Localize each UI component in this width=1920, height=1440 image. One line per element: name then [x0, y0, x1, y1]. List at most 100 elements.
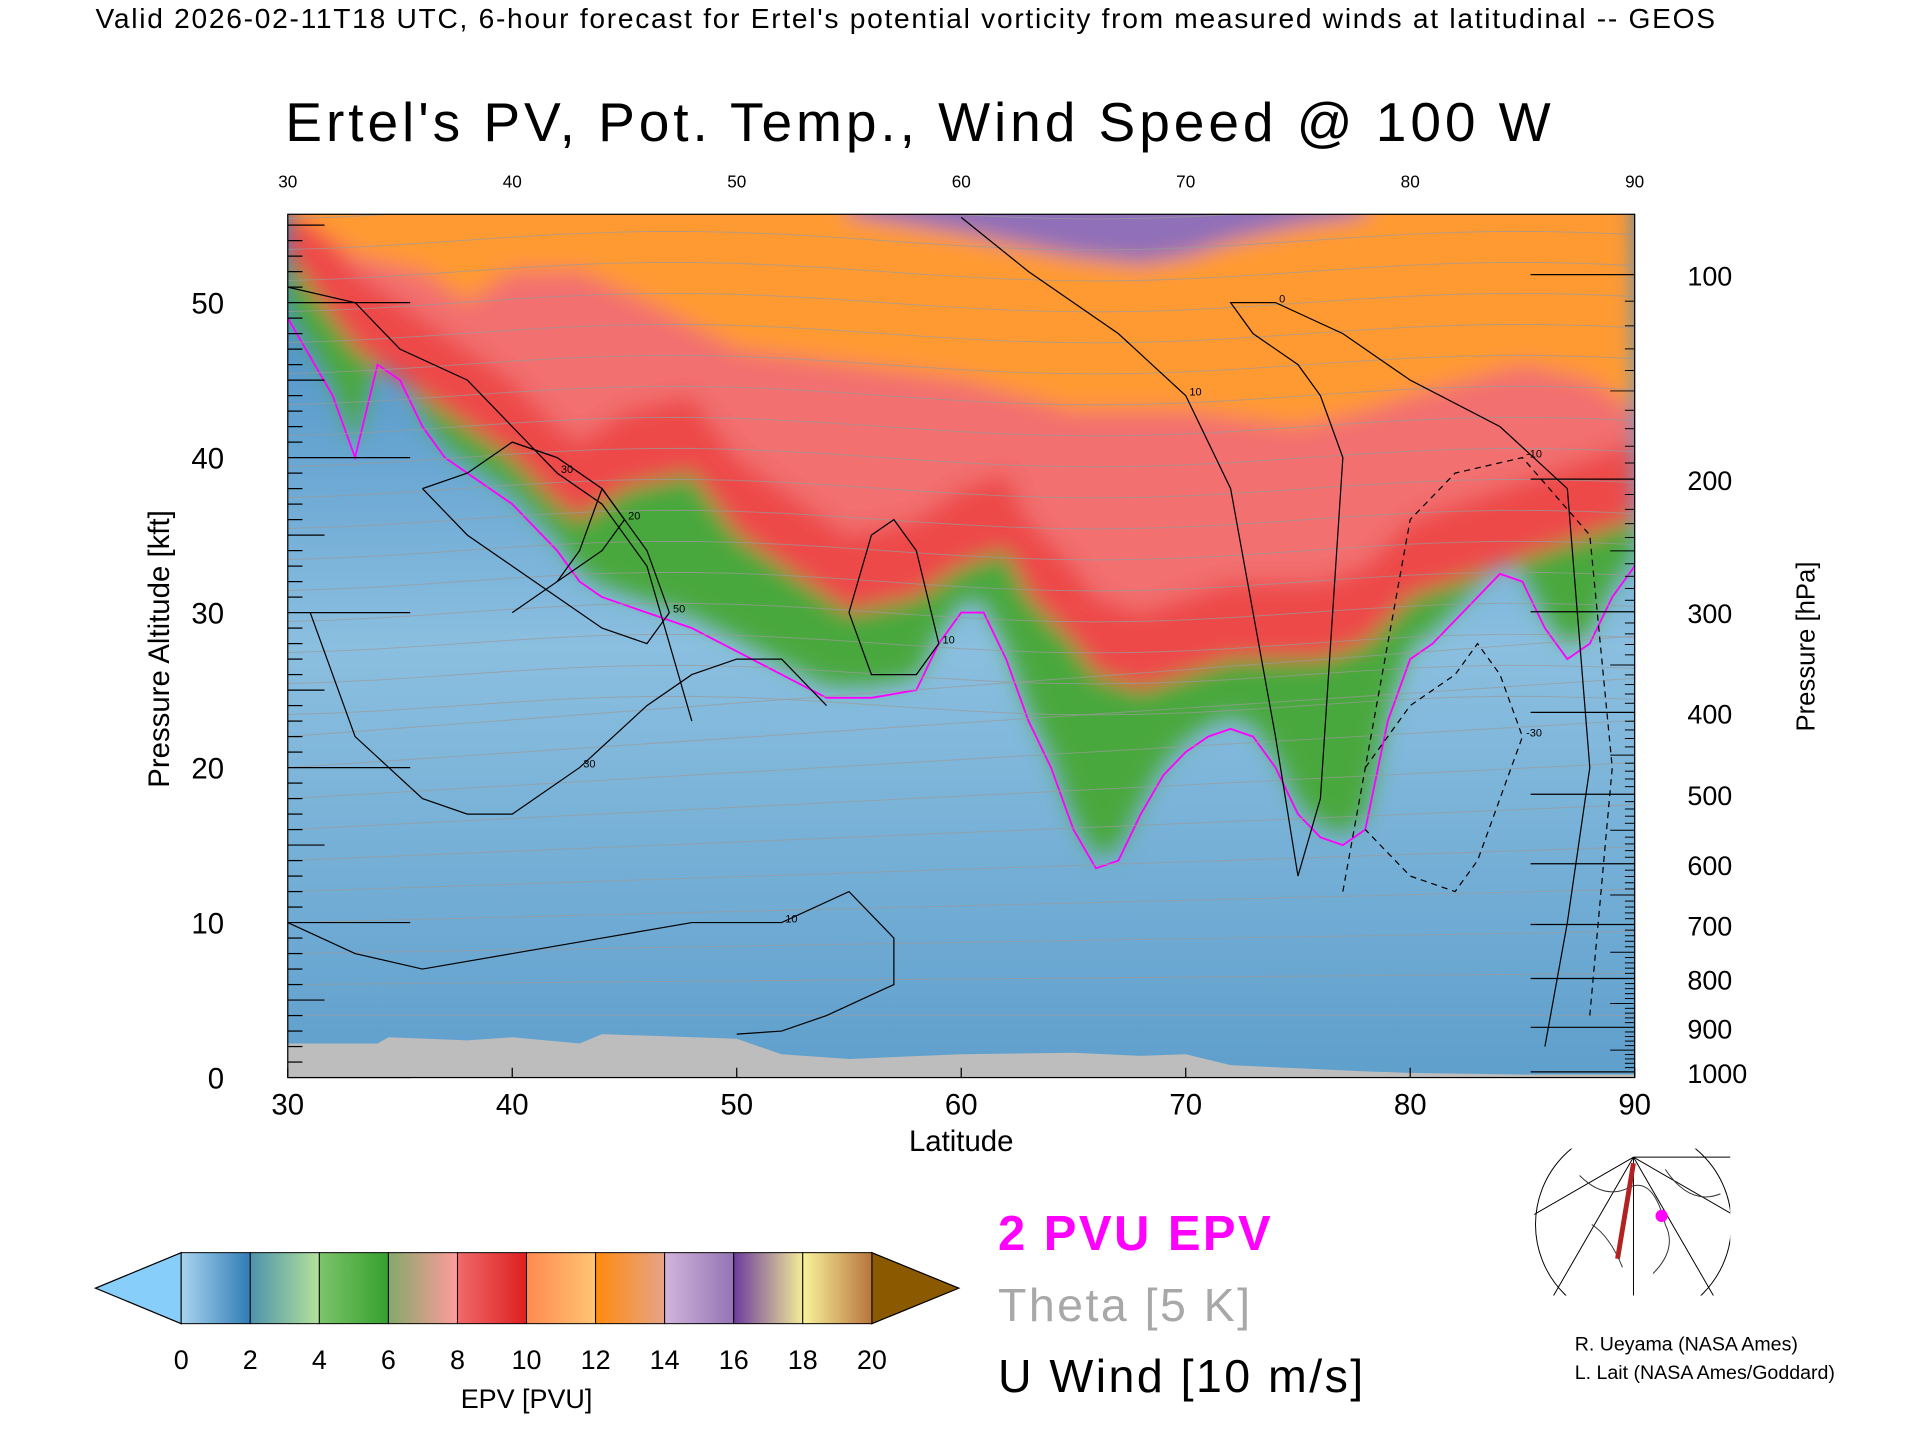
colorbar-segment [526, 1252, 597, 1325]
coastline [1579, 1169, 1721, 1274]
credit-line-1: R. Ueyama (NASA Ames) [1574, 1334, 1798, 1356]
contour-label: 20 [628, 511, 640, 523]
colorbar-tick-label: 16 [719, 1345, 749, 1375]
theta-line [287, 635, 1635, 738]
top-x-tick-label: 60 [952, 171, 971, 191]
u-wind-contour [1342, 456, 1613, 1016]
contour-label: 0 [1279, 294, 1285, 306]
x-tick-label: 90 [1618, 1088, 1651, 1121]
colorbar-tick-label: 14 [650, 1345, 680, 1375]
wind-contours: 30 10 20 50 30 10 10 0 -30 -10 [287, 216, 1613, 1047]
u-wind-contour [287, 890, 895, 1035]
cross-section-line [1615, 1162, 1636, 1260]
colorbar-tick-label: 18 [788, 1345, 818, 1375]
contour-label: -30 [1526, 728, 1542, 740]
theta-line [287, 292, 1635, 313]
right-tick-label: 200 [1687, 466, 1732, 496]
y-tick-label: 20 [191, 753, 224, 786]
theta-line [287, 972, 1635, 986]
colorbar-under-triangle [93, 1251, 182, 1325]
meridian [1633, 1156, 1731, 1214]
u-wind-contour [848, 518, 940, 676]
contour-label: 10 [1189, 387, 1201, 399]
colorbar-tick-label: 8 [450, 1345, 465, 1375]
colorbar-tick-label: 12 [581, 1345, 611, 1375]
theta-line [287, 930, 1635, 955]
colorbar-segment [802, 1252, 873, 1325]
u-wind-contour [1364, 642, 1524, 893]
colorbar-over-triangle [871, 1251, 961, 1325]
contour-label: 30 [561, 464, 573, 476]
theta-line [287, 447, 1635, 468]
meridian [1633, 1156, 1714, 1296]
colorbar: 0 2 4 6 8 10 12 14 16 18 20 EPV [PVU] [93, 1251, 961, 1414]
x-tick-label: 30 [271, 1088, 304, 1121]
top-x-tick-label: 50 [727, 171, 746, 191]
x-tick-label: 60 [945, 1088, 978, 1121]
x-tick-label: 50 [720, 1088, 753, 1121]
right-tick-label: 1000 [1687, 1059, 1747, 1089]
theta-line [287, 385, 1635, 406]
theta-line [287, 478, 1635, 499]
y-tick-label: 10 [191, 908, 224, 941]
y-tick-label: 0 [208, 1063, 224, 1096]
contour-label: -10 [1526, 449, 1542, 461]
y-tick-label: 30 [191, 598, 224, 631]
theta-line [287, 804, 1635, 862]
right-tick-label: 800 [1687, 966, 1732, 996]
colorbar-segment [456, 1252, 528, 1325]
colorbar-label: EPV [PVU] [461, 1384, 593, 1414]
y-tick-label: 40 [191, 443, 224, 476]
plot-title: Ertel's PV, Pot. Temp., Wind Speed @ 100… [285, 90, 1555, 154]
theta-line [287, 354, 1635, 375]
right-tick-label: 900 [1687, 1014, 1732, 1044]
colorbar-tick-label: 2 [243, 1345, 258, 1375]
right-tick-label: 700 [1687, 911, 1732, 941]
theta-line [287, 540, 1635, 561]
top-x-tick-label: 90 [1625, 171, 1644, 191]
x-tick-label: 70 [1169, 1088, 1202, 1121]
colorbar-segment [595, 1252, 666, 1325]
pv-purple-layer [848, 214, 1366, 264]
top-x-tick-label: 80 [1401, 171, 1420, 191]
theta-line [287, 602, 1635, 623]
theta-line [287, 888, 1635, 924]
colorbar-tick-label: 4 [312, 1345, 327, 1375]
u-wind-contour [422, 441, 671, 645]
right-tick-label: 100 [1687, 262, 1732, 292]
latitude-circle [1535, 1148, 1731, 1296]
theta-line [287, 230, 1635, 251]
theta-line [287, 509, 1635, 530]
right-tick-label: 600 [1687, 851, 1732, 881]
colorbar-tick-label: 6 [381, 1345, 396, 1375]
meridian [1553, 1156, 1634, 1296]
contour-label: 10 [942, 635, 954, 647]
colorbar-segment [180, 1252, 251, 1325]
map-graticule [1534, 1148, 1731, 1296]
contour-label: 10 [785, 914, 797, 926]
meridian [1534, 1156, 1634, 1215]
u-wind-contour [960, 216, 1299, 877]
pv-layers [287, 214, 1635, 856]
theta-line [287, 846, 1635, 893]
legend-u-wind: U Wind [10 m/s] [997, 1351, 1366, 1404]
top-x-tick-label: 40 [503, 171, 522, 191]
colorbar-tick-label: 10 [512, 1345, 542, 1375]
pv-orange-layer [294, 214, 1635, 427]
valid-time-title: Valid 2026-02-11T18 UTC, 6-hour forecast… [95, 2, 1717, 35]
colorbar-segment [249, 1252, 320, 1325]
credit-line-2: L. Lait (NASA Ames/Goddard) [1574, 1362, 1835, 1384]
right-tick-label: 500 [1687, 781, 1732, 811]
legend-2pvu: 2 PVU EPV [997, 1207, 1274, 1262]
colorbar-segment [318, 1252, 389, 1325]
theta-line [287, 695, 1635, 716]
contour-label: 30 [583, 759, 595, 771]
theta-line [287, 261, 1635, 282]
x-axis-label: Latitude [909, 1125, 1014, 1158]
top-x-tick-label: 70 [1176, 171, 1195, 191]
y-axis-label: Pressure Altitude [kft] [143, 510, 176, 788]
u-wind-contour [309, 612, 827, 815]
colorbar-segment [664, 1252, 735, 1325]
